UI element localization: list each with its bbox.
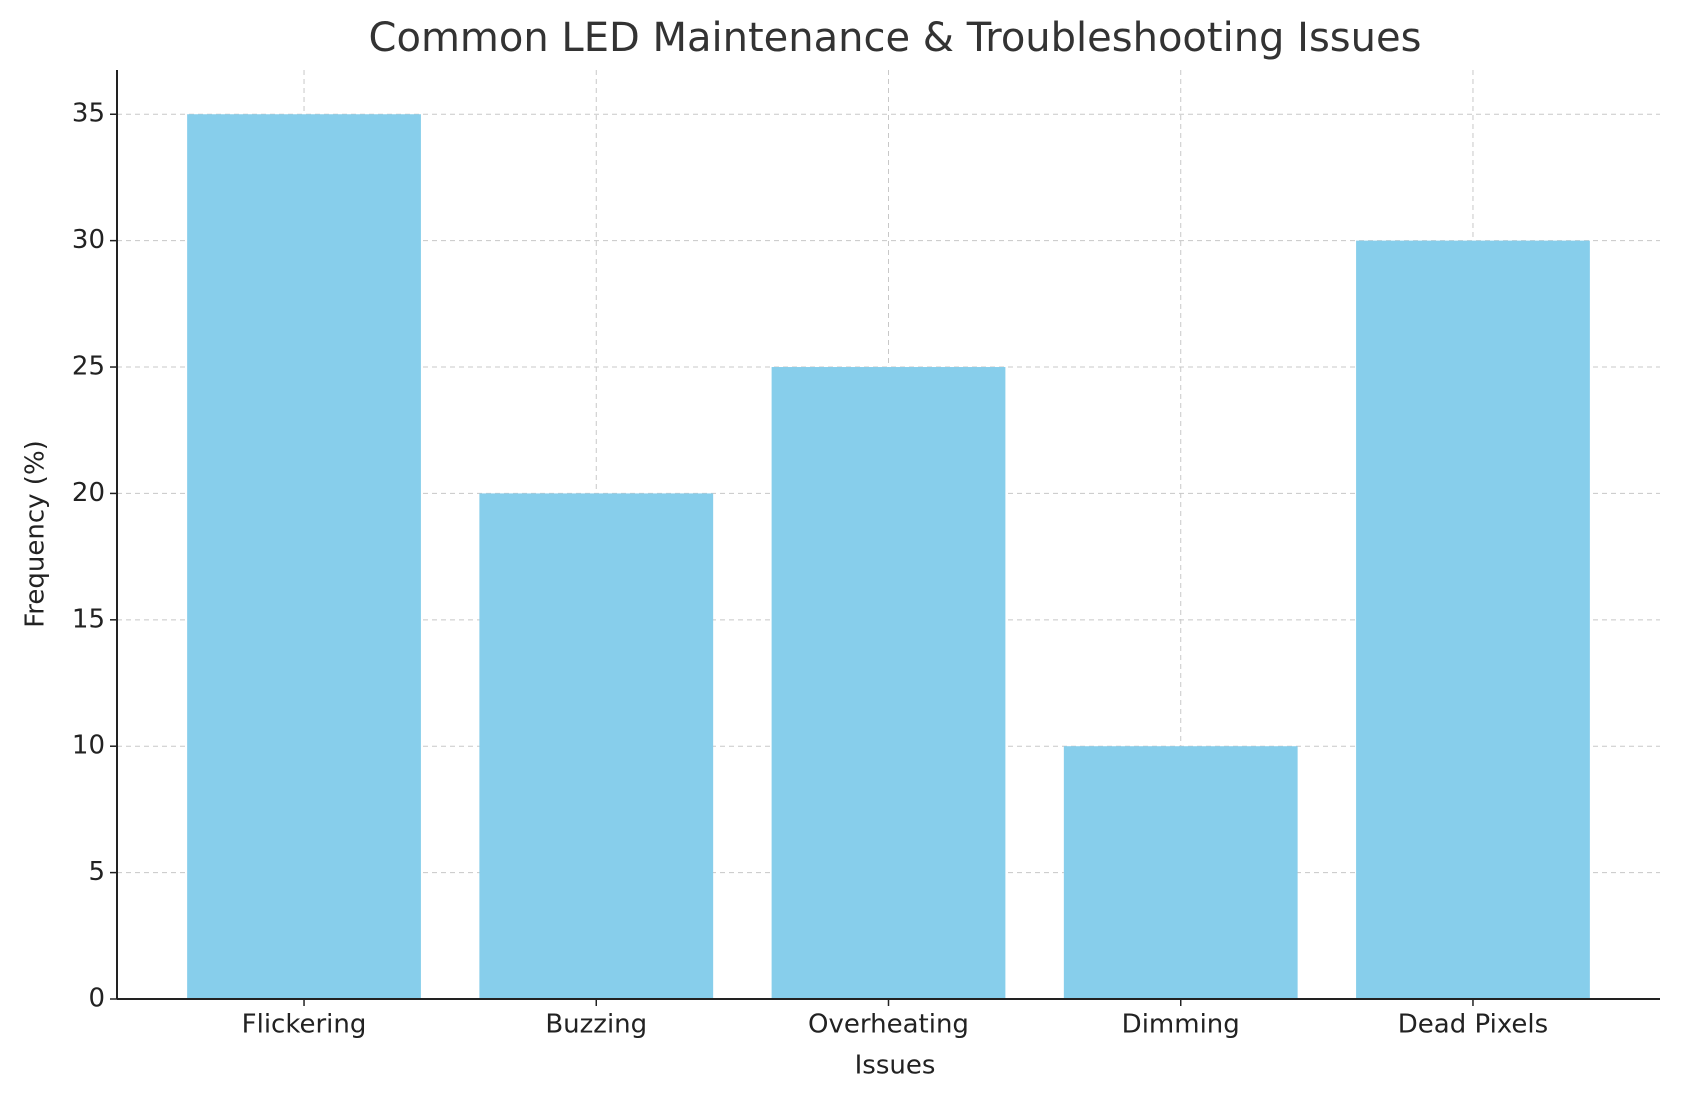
bar — [1063, 746, 1298, 999]
x-tick-label: Flickering — [242, 1010, 367, 1040]
y-axis-label: Frequency (%) — [21, 440, 51, 628]
y-tick-label: 30 — [72, 225, 105, 255]
x-tick-label: Buzzing — [545, 1010, 647, 1040]
x-tick-label: Dead Pixels — [1398, 1010, 1548, 1040]
bar — [187, 114, 421, 999]
bar — [771, 367, 1006, 999]
x-tick-label: Overheating — [808, 1010, 969, 1040]
bar — [479, 493, 714, 999]
chart-title: Common LED Maintenance & Troubleshooting… — [369, 15, 1422, 61]
y-tick-label: 25 — [72, 352, 105, 382]
y-tick-label: 10 — [72, 731, 105, 761]
y-tick-label: 0 — [88, 984, 105, 1014]
x-axis-label: Issues — [855, 1051, 936, 1081]
y-tick-label: 15 — [72, 604, 105, 634]
y-tick-label: 20 — [72, 478, 105, 508]
y-tick-label: 5 — [88, 857, 105, 887]
y-tick-label: 35 — [72, 99, 105, 129]
bar — [1356, 240, 1590, 999]
x-tick-label: Dimming — [1122, 1010, 1240, 1040]
